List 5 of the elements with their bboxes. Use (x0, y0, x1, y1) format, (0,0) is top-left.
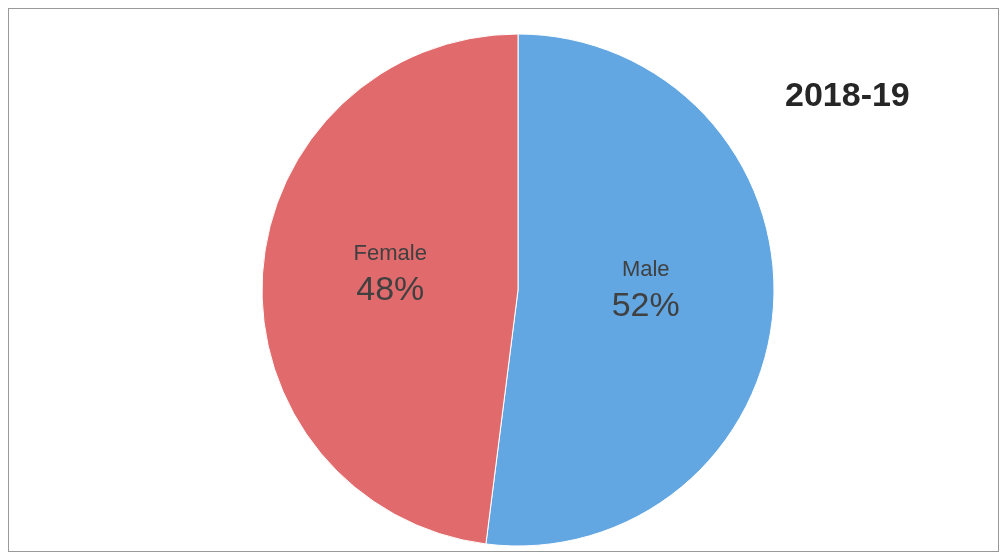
data-label: 48% (356, 268, 425, 307)
slice-label: Female (353, 239, 427, 265)
text: 2018-19 (785, 75, 910, 115)
slice-label: Male (621, 256, 670, 282)
data-label: 52% (611, 285, 680, 324)
